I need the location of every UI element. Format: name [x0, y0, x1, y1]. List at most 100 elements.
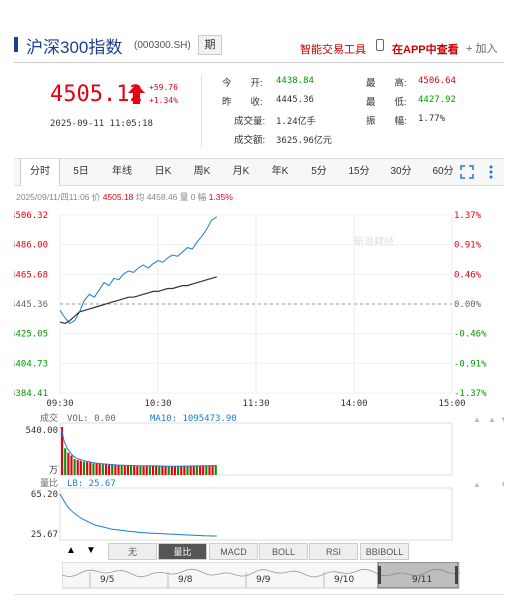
add-watchlist-button[interactable]: + 加入 — [466, 43, 498, 55]
volume-bar — [92, 463, 95, 475]
amplitude-label: 振 幅: — [366, 116, 407, 127]
volume-bar — [202, 465, 205, 475]
y-tick-label: 4486.00 — [14, 241, 48, 251]
volume-frame — [59, 422, 453, 476]
lb-min-label: 25.67 — [31, 530, 58, 540]
navigator-handle-left[interactable] — [378, 566, 381, 584]
current-price: 4505.12 — [50, 82, 143, 107]
lb-scroll-up-icon[interactable]: ▲ — [473, 480, 481, 489]
volume-bar — [123, 465, 126, 475]
open-value: 4438.84 — [276, 76, 314, 86]
volume-bar — [192, 465, 195, 475]
page-title: 沪深300指数 — [26, 38, 123, 57]
indicator-tabs: 无量比 MACD BOLL RSI BBIBOLL — [62, 543, 460, 560]
lb-max-label: 65.20 — [31, 490, 58, 500]
price-line — [59, 216, 218, 325]
tab-6[interactable]: 年K — [271, 166, 289, 177]
indicator-tab-4[interactable]: RSI — [309, 543, 358, 560]
period-button[interactable]: 期 — [198, 35, 222, 55]
y-tick-label: 4425.05 — [14, 330, 48, 340]
stock-code: (000300.SH) — [134, 40, 191, 51]
tab-3[interactable]: 日K — [154, 166, 172, 177]
open-label: 今 开: — [222, 78, 263, 89]
period-tabs: 分时 5日 年线 日K 周K 月K 年K 5分 15分 30分 60分 — [14, 158, 504, 187]
navigator-date: 9/9 — [256, 575, 271, 585]
more-options-icon[interactable] — [488, 164, 494, 180]
x-tick-label: 10:30 — [144, 399, 171, 409]
y-tick-label: 4506.32 — [14, 211, 48, 221]
scroll-up-button[interactable]: ▲ — [66, 545, 76, 556]
volume-bar — [95, 463, 98, 475]
prev-close-value: 4445.36 — [276, 95, 314, 105]
tab-4[interactable]: 周K — [193, 166, 211, 177]
navigator-window[interactable] — [377, 562, 459, 589]
price-change: +59.76 — [149, 83, 178, 92]
pct-tick-label: -0.46% — [454, 330, 487, 340]
volume-bar — [211, 465, 214, 475]
vol-scroll-up-icon[interactable]: ▲ — [473, 415, 481, 424]
volume-bar — [117, 465, 120, 475]
volume-bar — [136, 466, 139, 475]
x-tick-label: 14:00 — [340, 399, 367, 409]
indicator-tab-1[interactable]: 量比 — [158, 543, 207, 560]
header-divider — [14, 62, 504, 63]
volume-bar — [173, 466, 177, 475]
volume-bar — [155, 466, 158, 475]
volume-bar — [108, 464, 111, 475]
navigator-date: 9/10 — [334, 575, 354, 585]
pct-tick-label: 0.00% — [454, 300, 482, 310]
navigator-line — [62, 568, 460, 578]
smart-trading-tools-link[interactable]: 智能交易工具 — [300, 44, 366, 56]
amplitude-value: 1.77% — [418, 114, 446, 124]
volume-bar — [126, 465, 129, 475]
volume-bar — [186, 466, 189, 475]
pct-tick-label: 0.46% — [454, 270, 482, 280]
indicator-tab-5[interactable]: BBIBOLL — [360, 543, 409, 560]
tab-2[interactable]: 年线 — [112, 166, 132, 177]
tab-0[interactable]: 分时 — [20, 159, 60, 187]
indicator-tab-0[interactable]: 无 — [108, 543, 157, 560]
x-tick-label: 15:00 — [438, 399, 465, 409]
navigator-handle-right[interactable] — [455, 566, 458, 584]
amount-label: 成交额: — [234, 135, 266, 146]
volume-bar — [205, 465, 208, 475]
ma10-text: MA10: 1095473.90 — [150, 414, 237, 424]
high-label: 最 高: — [366, 78, 407, 89]
volume-bar — [114, 465, 117, 475]
intraday-chart[interactable]: 4506.32 1.37% 4486.00 0.91% 4465.68 0.46% 4445… — [14, 205, 504, 543]
tab-7[interactable]: 5分 — [311, 166, 327, 177]
price-change-pct: +1.34% — [149, 96, 178, 105]
y-tick-label: 4465.68 — [14, 270, 48, 280]
fullscreen-icon[interactable] — [460, 165, 474, 179]
volume-bar — [82, 461, 86, 475]
vol-close-icon[interactable]: ▼ — [500, 415, 504, 424]
volume-bar — [167, 466, 170, 475]
volume-bar — [208, 465, 211, 475]
volume-bar — [73, 459, 76, 475]
cursor-info: 2025/09/11/四11:06 价 4505.18 均 4458.46 量 … — [16, 192, 233, 202]
volume-bar — [214, 465, 217, 475]
watermark: 新浪财经 — [354, 235, 394, 248]
tab-5[interactable]: 月K — [232, 166, 250, 177]
view-in-app-link[interactable]: 在APP中查看 — [392, 44, 459, 56]
indicator-tab-2[interactable]: MACD — [209, 543, 258, 560]
tab-10[interactable]: 60分 — [432, 166, 454, 177]
vol-max-label: 540.00 — [25, 426, 58, 436]
tab-8[interactable]: 15分 — [348, 166, 370, 177]
lb-close-icon[interactable]: ▼ — [500, 480, 504, 489]
tab-1[interactable]: 5日 — [73, 166, 89, 177]
navigator-date: 9/5 — [100, 575, 114, 585]
vol-scroll-down-icon[interactable]: ▲ — [488, 415, 496, 424]
indicator-tab-3[interactable]: BOLL — [259, 543, 308, 560]
time-navigator[interactable]: 9/5 9/8 9/9 9/10 9/11 — [62, 562, 460, 590]
volume-bar — [86, 462, 89, 475]
phone-icon[interactable] — [376, 39, 384, 51]
volume-bar — [61, 427, 64, 475]
volume-bar — [70, 455, 73, 475]
pct-tick-label: -0.91% — [454, 359, 487, 369]
scroll-down-button[interactable]: ▼ — [86, 545, 96, 556]
vol-unit-label: 万 — [49, 466, 58, 476]
quote-divider — [201, 75, 202, 147]
volume-bar — [111, 465, 114, 475]
tab-9[interactable]: 30分 — [390, 166, 412, 177]
